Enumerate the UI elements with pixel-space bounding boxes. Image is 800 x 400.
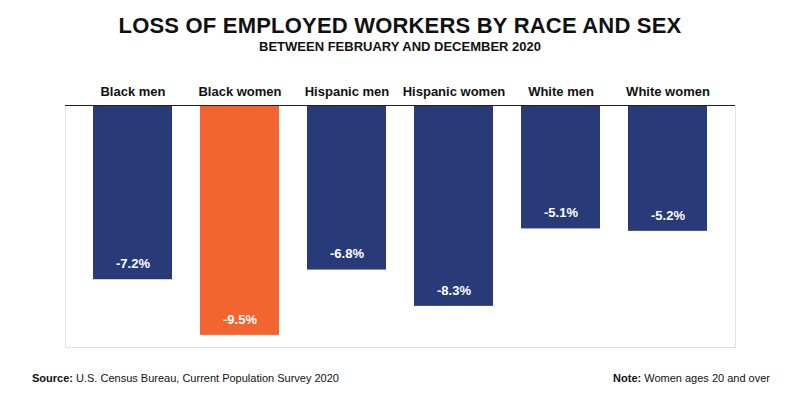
html-text:BETWEEN FEBRUARY AND DECEMBER: BETWEEN FEBRUARY AND DECEMBER 2020 (259, 39, 541, 54)
svg-text:-5.2%: -5.2% (651, 208, 685, 223)
svg-text:-7.2%: -7.2% (116, 256, 150, 271)
svg-text:White women: White women (626, 84, 710, 99)
svg-text:-5.1%: -5.1% (544, 205, 578, 220)
svg-text:-6.8%: -6.8% (330, 246, 364, 261)
svg-text:-9.5%: -9.5% (223, 312, 257, 327)
html-text:Source: U.S. Census Bureau, Cu: Source: U.S. Census Bureau, Current Popu… (32, 372, 339, 384)
svg-text:-8.3%: -8.3% (437, 283, 471, 298)
svg-text:Black men: Black men (100, 84, 165, 99)
svg-text:Hispanic women: Hispanic women (403, 84, 506, 99)
html-text:LOSS OF EMPLOYED WORKERS BY RA: LOSS OF EMPLOYED WORKERS BY RACE AND SEX (118, 13, 682, 38)
svg-text:Hispanic men: Hispanic men (305, 84, 390, 99)
html-text:Note: Women ages 20 and over: Note: Women ages 20 and over (613, 372, 770, 384)
svg-text:Black women: Black women (198, 84, 281, 99)
svg-text:White men: White men (528, 84, 594, 99)
